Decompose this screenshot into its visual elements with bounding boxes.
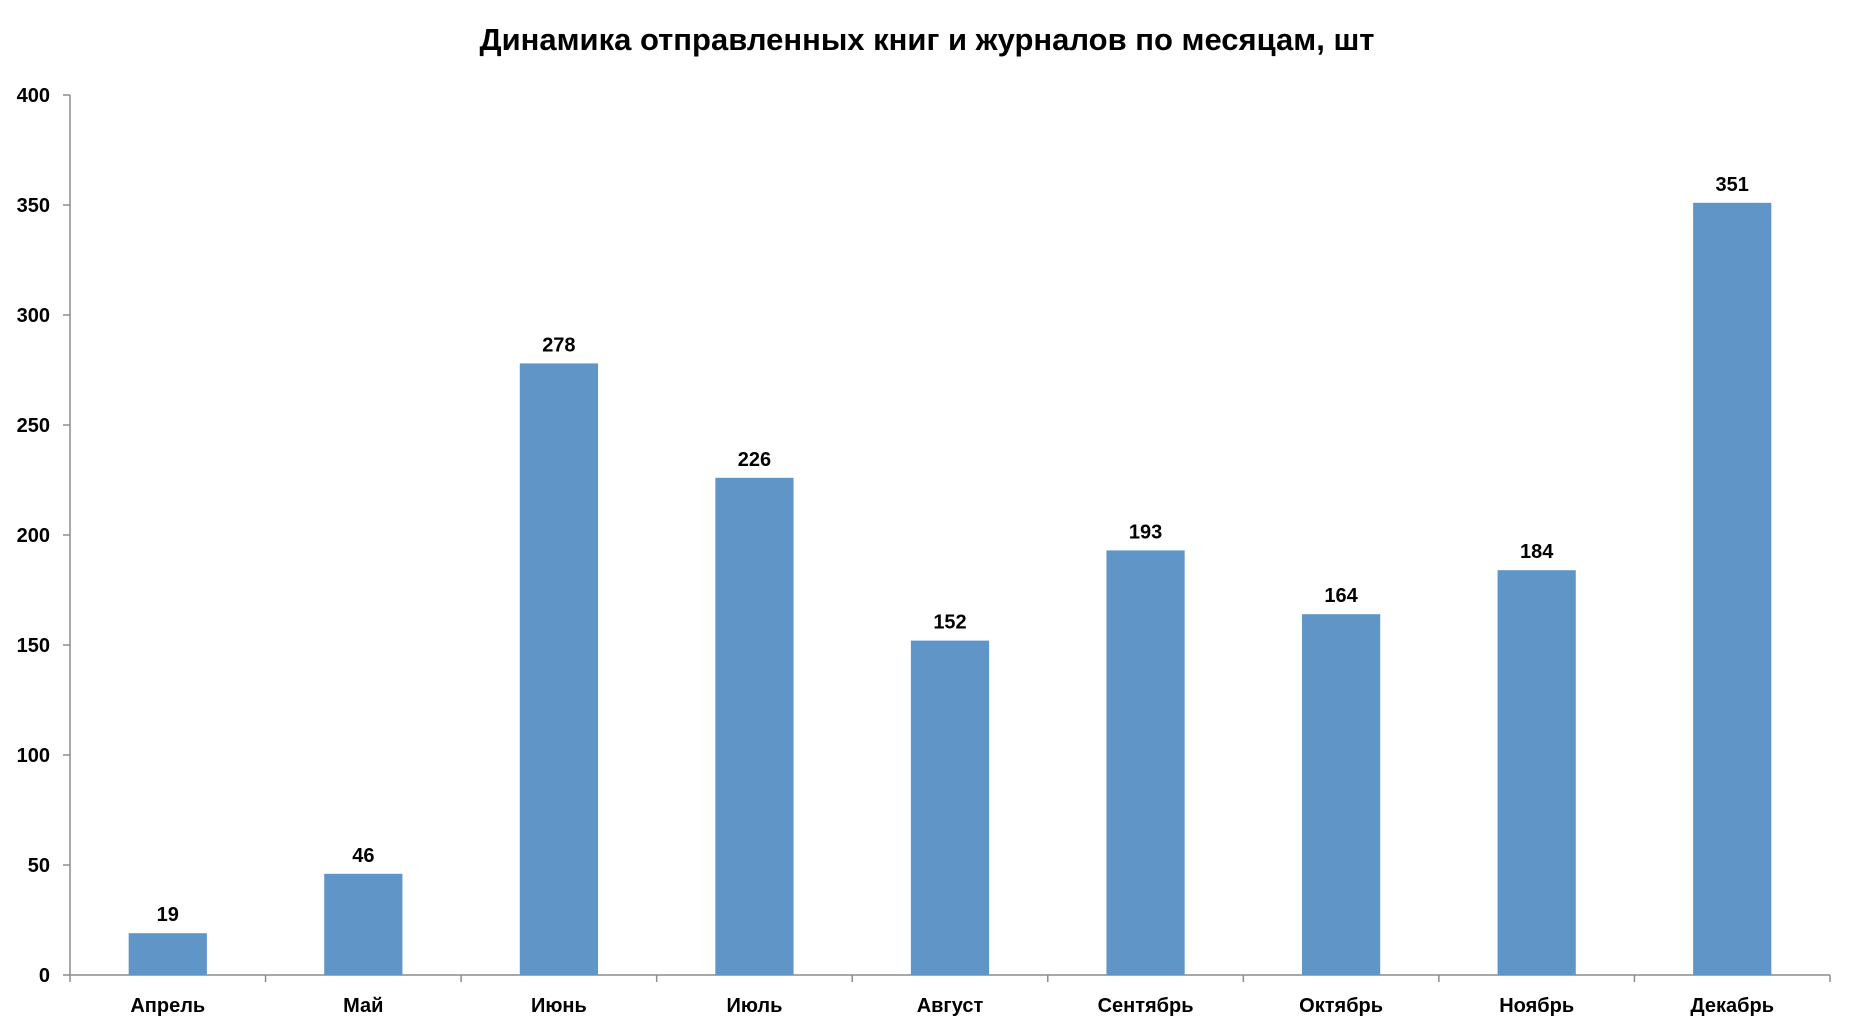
y-tick-label: 250 (17, 415, 50, 437)
y-tick-label: 200 (17, 525, 50, 547)
y-tick-label: 350 (17, 195, 50, 217)
data-label: 184 (1520, 541, 1554, 563)
bar (1302, 614, 1381, 975)
x-tick-label: Декабрь (1690, 995, 1774, 1017)
data-label: 193 (1129, 521, 1162, 543)
bar (910, 640, 990, 975)
bar (324, 873, 403, 975)
y-tick-label: 300 (17, 305, 50, 327)
y-tick-label: 400 (17, 85, 50, 107)
bar (1106, 550, 1185, 975)
x-tick-label: Сентябрь (1098, 995, 1194, 1017)
y-tick-label: 100 (17, 745, 50, 767)
chart-title: Динамика отправленных книг и журналов по… (479, 22, 1375, 57)
bar (1693, 202, 1772, 976)
data-label: 278 (542, 334, 575, 356)
data-label: 164 (1324, 585, 1358, 607)
x-tick-label: Октябрь (1299, 995, 1383, 1017)
data-label: 46 (352, 845, 374, 867)
x-tick-label: Апрель (130, 995, 205, 1017)
bar (1497, 570, 1576, 975)
data-label: 19 (157, 904, 179, 926)
bar (519, 363, 598, 975)
y-tick-label: 50 (28, 855, 50, 877)
y-tick-label: 150 (17, 635, 50, 657)
bar (715, 477, 794, 975)
x-tick-label: Июнь (531, 995, 587, 1017)
x-tick-label: Август (917, 995, 984, 1017)
x-tick-label: Ноябрь (1499, 995, 1574, 1017)
data-label: 351 (1716, 174, 1749, 196)
y-tick-label: 0 (39, 965, 50, 987)
x-tick-label: Июль (726, 995, 782, 1017)
data-label: 152 (933, 612, 966, 634)
x-tick-label: Май (343, 995, 383, 1017)
data-label: 226 (738, 449, 771, 471)
bar (128, 933, 207, 975)
